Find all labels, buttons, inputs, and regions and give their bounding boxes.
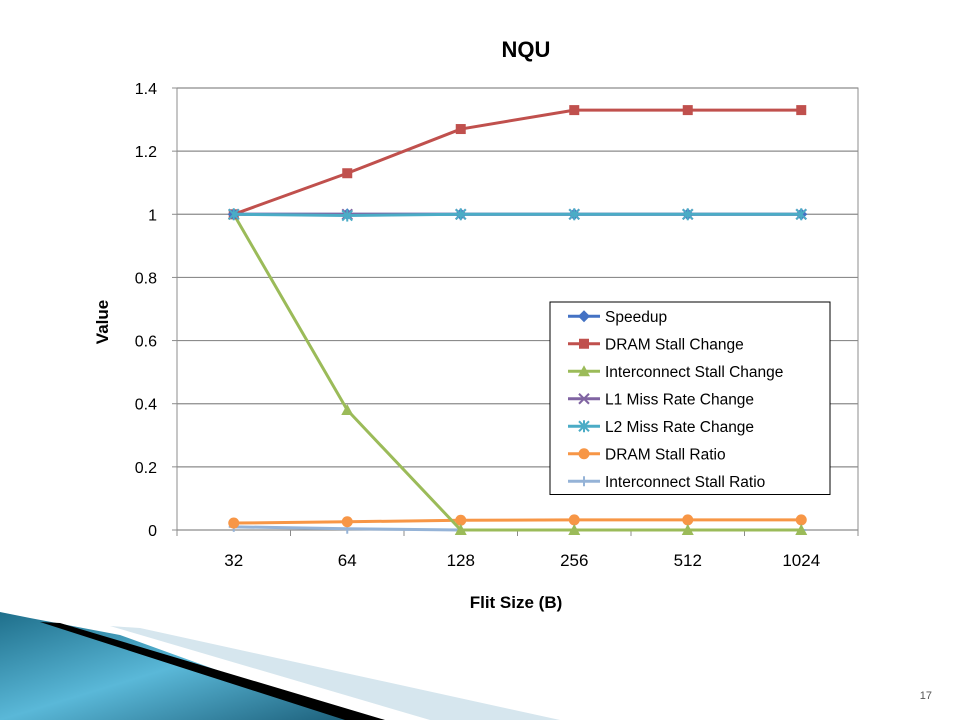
legend-swatch-marker [579, 338, 589, 349]
legend-label: Speedup [605, 309, 667, 326]
legend-swatch-marker [578, 310, 590, 323]
series-line [233, 518, 802, 525]
legend-swatch-marker-stroke [578, 393, 590, 405]
data-point [568, 524, 581, 535]
data-point [569, 105, 580, 116]
data-point [454, 524, 467, 535]
data-point [682, 208, 694, 221]
data-point [341, 516, 353, 528]
y-tick-label: 0.4 [135, 397, 157, 414]
y-axis-label: Value [93, 300, 112, 344]
legend-swatch-marker [578, 448, 590, 460]
page-number: 17 [919, 690, 932, 702]
data-point [795, 208, 807, 221]
series-dram-stall-change [228, 105, 807, 220]
chart-title: NQU [502, 37, 551, 62]
legend-entry: L1 Miss Rate Change [568, 391, 754, 408]
y-tick-label: 0.6 [135, 334, 157, 351]
legend-entry: DRAM Stall Change [568, 336, 744, 353]
y-tick-label: 1.4 [135, 81, 157, 98]
y-tick-label: 0.2 [135, 460, 157, 477]
legend: Speedup DRAM Stall Change Interconnect Sta… [549, 301, 831, 495]
data-point [568, 514, 580, 526]
series-dram-stall-ratio [228, 514, 807, 529]
data-point [341, 209, 353, 222]
legend-entry: L2 Miss Rate Change [568, 419, 754, 436]
legend-swatch-marker [578, 365, 590, 377]
legend-label: DRAM Stall Ratio [605, 446, 726, 463]
x-tick-label: 64 [338, 551, 357, 570]
data-point [681, 524, 694, 535]
legend-entry: DRAM Stall Ratio [568, 446, 726, 463]
data-point [568, 208, 580, 221]
series-lines [227, 105, 808, 535]
y-tick-label: 1.2 [135, 144, 157, 161]
legend-entry: Interconnect Stall Ratio [568, 474, 765, 491]
legend-label: Interconnect Stall Change [605, 364, 783, 381]
axes: 0 0.2 0.4 0.6 0.8 1 1.2 1.4 32 64 128 256 512 1024 [135, 81, 859, 570]
x-tick-label: 256 [560, 551, 588, 570]
y-tick-label: 1 [148, 207, 157, 224]
x-axis-label: Flit Size (B) [470, 593, 563, 612]
y-tick-label: 0 [148, 523, 157, 540]
data-point [341, 404, 354, 416]
data-point [342, 168, 353, 179]
data-point [228, 517, 240, 529]
legend-swatch-marker [578, 420, 590, 433]
data-point [796, 105, 807, 116]
series-line [233, 108, 802, 216]
data-point [795, 524, 808, 535]
legend-label: Interconnect Stall Ratio [605, 474, 765, 491]
x-tick-label: 512 [674, 551, 702, 570]
legend-label: L2 Miss Rate Change [605, 419, 754, 436]
legend-label: DRAM Stall Change [605, 336, 744, 353]
data-point [228, 208, 240, 221]
series-line [233, 212, 802, 218]
data-point [455, 124, 466, 135]
data-point [455, 514, 467, 526]
x-tick-label: 128 [447, 551, 475, 570]
legend-entry: Speedup [568, 309, 667, 326]
data-point [795, 514, 807, 526]
series-l2-miss-rate-change [228, 208, 807, 222]
legend-swatch-marker [578, 393, 590, 405]
x-tick-label: 1024 [782, 551, 820, 570]
data-point [455, 208, 467, 221]
legend-entry: Interconnect Stall Change [568, 364, 783, 381]
legend-swatch-marker [579, 476, 589, 487]
footer-light-stripe [110, 626, 560, 720]
data-point [682, 105, 693, 116]
series-interconnect-stall-change [227, 208, 808, 535]
y-tick-label: 0.8 [135, 270, 157, 287]
legend-label: L1 Miss Rate Change [605, 391, 754, 408]
series-line [232, 213, 802, 532]
footer-black-stripe [40, 622, 385, 720]
data-point [682, 514, 694, 526]
x-tick-label: 32 [224, 551, 243, 570]
